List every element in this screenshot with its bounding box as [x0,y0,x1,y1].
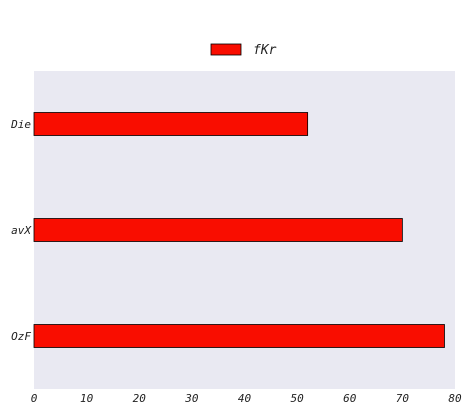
x-tick-label-30: 30 [184,392,199,405]
x-tick-label-40: 40 [238,392,252,405]
legend: fKr [210,43,277,58]
x-tick-label-20: 20 [133,392,147,405]
x-tick-label-60: 60 [343,392,357,405]
bar-avx [33,218,403,242]
legend-swatch-fkr [210,43,242,56]
bar-die [33,112,309,136]
y-tick-label-avx: avX [11,224,32,237]
x-tick-label-50: 50 [291,392,305,405]
legend-label-fkr: fKr [253,43,277,58]
y-tick-label-die: Die [10,118,31,131]
bar-ozf [33,324,445,348]
x-tick-label-0: 0 [31,392,38,405]
x-tick-label-70: 70 [396,392,410,405]
x-tick-label-80: 80 [448,392,462,405]
y-tick-label-ozf: OzF [11,330,31,343]
x-tick-label-10: 10 [80,392,94,405]
